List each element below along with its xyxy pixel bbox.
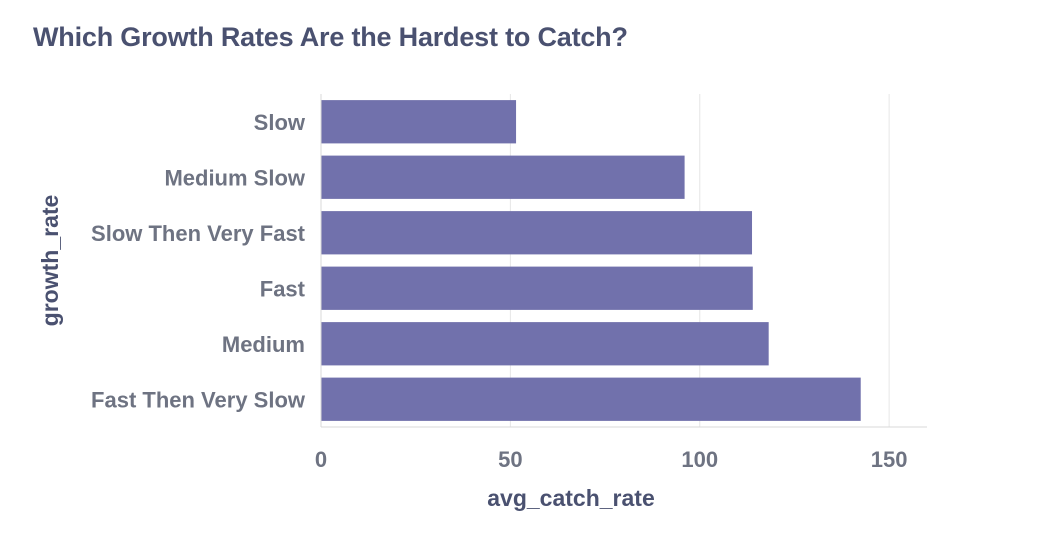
x-tick-labels: 0 50 100 150 <box>315 447 908 472</box>
y-axis-title: growth_rate <box>37 195 63 327</box>
bars <box>321 100 861 421</box>
y-tick-label-0: Slow <box>254 110 306 135</box>
y-tick-label-4: Medium <box>222 332 305 357</box>
bar-2[interactable] <box>321 211 753 255</box>
bar-4[interactable] <box>321 322 769 366</box>
x-tick-label-3: 150 <box>871 447 908 472</box>
x-tick-label-1: 50 <box>498 447 522 472</box>
y-tick-label-2: Slow Then Very Fast <box>91 221 306 246</box>
chart-title: Which Growth Rates Are the Hardest to Ca… <box>33 22 628 52</box>
x-axis-title: avg_catch_rate <box>487 485 655 511</box>
bar-0[interactable] <box>321 100 517 144</box>
gridlines <box>509 94 890 427</box>
x-tick-label-2: 100 <box>681 447 718 472</box>
bar-5[interactable] <box>321 377 861 421</box>
y-tick-label-1: Medium Slow <box>164 165 305 190</box>
x-tick-label-0: 0 <box>315 447 327 472</box>
y-tick-label-3: Fast <box>260 276 306 301</box>
y-tick-label-5: Fast Then Very Slow <box>91 387 306 412</box>
bar-3[interactable] <box>321 266 753 310</box>
y-tick-labels: Slow Medium Slow Slow Then Very Fast Fast Me… <box>91 110 306 413</box>
bar-1[interactable] <box>321 155 685 199</box>
